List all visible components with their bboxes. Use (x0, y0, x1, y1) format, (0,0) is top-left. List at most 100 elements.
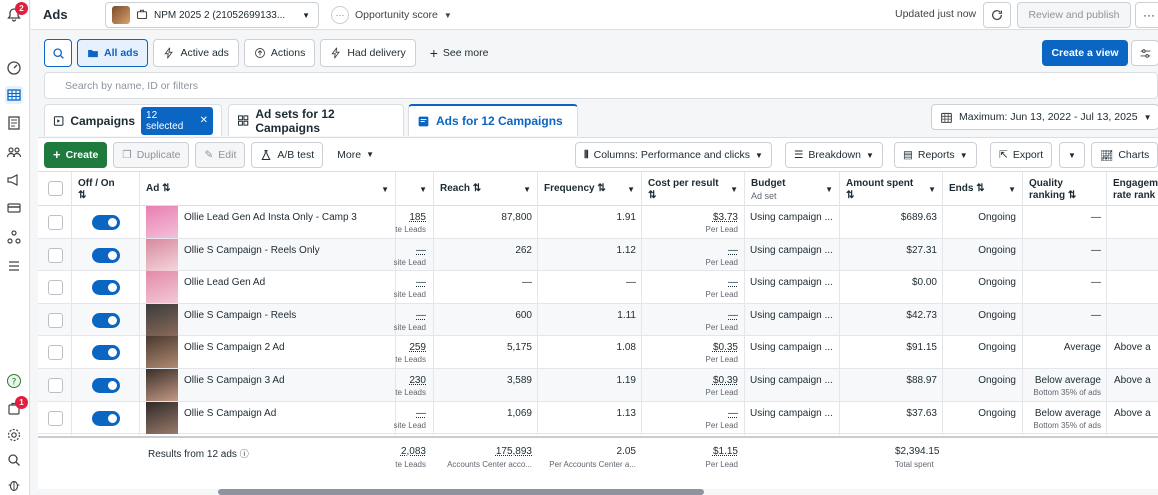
billing-card-icon[interactable] (5, 199, 23, 217)
sort-icon: ⇅ (846, 190, 855, 201)
row-checkbox[interactable] (48, 410, 63, 426)
ad-on-off-toggle[interactable] (92, 215, 120, 230)
ad-on-off-toggle[interactable] (92, 378, 120, 393)
view-settings-button[interactable] (1131, 40, 1158, 66)
col-cost-per-result[interactable]: Cost per result ⇅ ▼ (642, 172, 745, 206)
ad-name-link[interactable]: Ollie S Campaign Ad (184, 407, 277, 419)
ad-account-selector[interactable]: NPM 2025 2 (21052699133... ▼ (105, 2, 319, 28)
tab-ad-sets[interactable]: Ad sets for 12 Campaigns (228, 104, 404, 136)
table-row[interactable]: Ollie Lead Gen Ad Insta Only - Camp 3 18… (38, 206, 1158, 239)
ads-manager-table-icon[interactable] (5, 86, 23, 104)
had-delivery-filter[interactable]: Had delivery (320, 39, 416, 67)
table-row[interactable]: Ollie S Campaign - Reels — site Lead 600… (38, 303, 1158, 337)
create-button[interactable]: + Create (44, 141, 108, 168)
table-row[interactable]: Ollie S Campaign 3 Ad 230 te Leads 3,589… (38, 369, 1158, 402)
megaphone-icon[interactable] (5, 171, 23, 189)
selected-chip[interactable]: 12 selected ✕ (141, 106, 213, 135)
col-amount-spent[interactable]: Amount spent ⇅ ▼ (840, 172, 943, 206)
tab-ads[interactable]: Ads for 12 Campaigns (408, 104, 578, 136)
duplicate-button[interactable]: ❐ Duplicate (113, 141, 190, 168)
search-input[interactable]: Search by name, ID or filters (44, 72, 1158, 99)
ad-name-link[interactable]: Ollie Lead Gen Ad Insta Only - Camp 3 (184, 212, 357, 223)
row-ends-cell (943, 238, 1023, 272)
create-view-button[interactable]: Create a view (1042, 40, 1128, 66)
opportunity-score-dropdown[interactable]: ··· Opportunity score ▼ (331, 4, 452, 26)
table-row[interactable]: Ollie S Campaign - Reels Only — site Lea… (38, 238, 1158, 272)
col-ad[interactable]: Ad ⇅ ▼ (140, 172, 396, 206)
ad-name-link[interactable]: Ollie S Campaign - Reels Only (184, 244, 320, 256)
table-row[interactable]: Ollie Lead Gen Ad — site Lead — — — Per … (38, 271, 1158, 305)
review-and-publish-button[interactable]: Review and publish (1017, 2, 1131, 28)
see-more-filters[interactable]: + See more (421, 39, 498, 67)
help-icon[interactable]: ? (5, 372, 23, 390)
menu-hamburger-icon[interactable] (5, 257, 23, 275)
reports-dropdown[interactable]: ▤ Reports ▼ (894, 142, 977, 168)
ad-on-off-toggle[interactable] (92, 247, 120, 263)
table-row[interactable]: Ollie S Campaign Ad — site Lead 1,069 1.… (38, 401, 1158, 435)
pages-document-icon[interactable] (5, 114, 23, 132)
ad-name-link[interactable]: Ollie Lead Gen Ad (184, 277, 266, 289)
row-budget[interactable]: Using campaign ... (750, 375, 833, 386)
col-quality-label: Quality ranking (1029, 178, 1066, 201)
col-frequency[interactable]: Frequency ⇅ ▼ (538, 172, 642, 206)
ad-on-off-toggle[interactable] (92, 345, 120, 361)
horizontal-scrollbar[interactable] (218, 489, 704, 495)
row-budget[interactable]: Using campaign ... (750, 342, 833, 354)
row-checkbox[interactable] (48, 215, 63, 230)
col-budget[interactable]: Budget Ad set ▼ (745, 172, 840, 206)
ad-on-off-toggle[interactable] (92, 410, 120, 426)
row-spent: $0.00 (911, 277, 937, 289)
ad-on-off-toggle[interactable] (92, 280, 120, 296)
more-actions-dropdown[interactable]: More ▼ (329, 141, 383, 168)
row-budget[interactable]: Using campaign ... (750, 309, 833, 321)
table-row[interactable]: Ollie S Campaign 2 Ad 259 te Leads 5,175… (38, 336, 1158, 370)
tab-campaigns[interactable]: Campaigns 12 selected ✕ (44, 104, 222, 136)
search-magnifier-icon[interactable] (5, 451, 23, 469)
col-off-on[interactable]: Off / On ⇅ (72, 172, 140, 206)
search-toggle-button[interactable] (44, 39, 72, 67)
export-button[interactable]: ⇱ Export (990, 142, 1053, 168)
business-tools-icon[interactable] (5, 228, 23, 246)
info-icon[interactable]: ⓘ (239, 449, 249, 459)
row-checkbox[interactable] (48, 312, 63, 328)
chevron-down-icon: ▼ (627, 185, 635, 194)
col-quality-ranking[interactable]: Quality ranking ⇅ (1023, 172, 1107, 206)
refresh-button[interactable] (983, 2, 1011, 28)
columns-dropdown[interactable]: ⦀ Columns: Performance and clicks ▼ (575, 142, 772, 168)
row-checkbox[interactable] (48, 378, 63, 393)
active-ads-filter[interactable]: Active ads (153, 39, 239, 67)
edit-button[interactable]: ✎ Edit (195, 141, 246, 168)
actions-filter[interactable]: Actions (243, 39, 316, 67)
row-budget[interactable]: Using campaign ... (750, 407, 833, 419)
date-range-picker[interactable]: Maximum: Jun 13, 2022 - Jul 13, 2025 ▼ (931, 104, 1158, 130)
footer-reach-sub: Accounts Center acco... (447, 460, 532, 469)
export-options-dropdown[interactable]: ▼ (1059, 142, 1085, 168)
ad-thumbnail (146, 303, 178, 336)
ab-test-button[interactable]: A/B test (251, 141, 324, 168)
dashboard-gauge-icon[interactable] (5, 59, 23, 77)
clear-selection-icon[interactable]: ✕ (199, 115, 208, 126)
ad-name-link[interactable]: Ollie S Campaign 2 Ad (184, 342, 285, 354)
settings-gear-icon[interactable] (5, 426, 23, 444)
row-budget[interactable]: Using campaign ... (750, 212, 833, 223)
col-reach[interactable]: Reach ⇅ ▼ (434, 172, 538, 206)
charts-button[interactable]: 📈︎ Charts (1091, 142, 1158, 168)
bug-report-icon[interactable] (5, 476, 23, 494)
all-ads-filter[interactable]: All ads (77, 39, 149, 67)
row-checkbox[interactable] (48, 247, 63, 263)
row-budget[interactable]: Using campaign ... (750, 277, 833, 289)
breakdown-dropdown[interactable]: ☰ Breakdown ▼ (785, 142, 883, 168)
row-checkbox[interactable] (48, 345, 63, 361)
footer-results: 2,083 (400, 446, 426, 457)
ad-on-off-toggle[interactable] (92, 312, 120, 328)
more-options-button[interactable]: ··· (1135, 2, 1158, 28)
ad-name-link[interactable]: Ollie S Campaign - Reels (184, 309, 297, 321)
audiences-people-icon[interactable] (5, 143, 23, 161)
col-ends[interactable]: Ends ⇅ ▼ (943, 172, 1023, 206)
col-results[interactable]: ▼ (396, 172, 434, 206)
row-budget[interactable]: Using campaign ... (750, 244, 833, 256)
row-checkbox[interactable] (48, 280, 63, 296)
ad-name-link[interactable]: Ollie S Campaign 3 Ad (184, 375, 285, 386)
col-engagement-ranking[interactable]: Engagem rate rank (1107, 172, 1158, 206)
select-all-checkbox[interactable] (48, 181, 63, 196)
